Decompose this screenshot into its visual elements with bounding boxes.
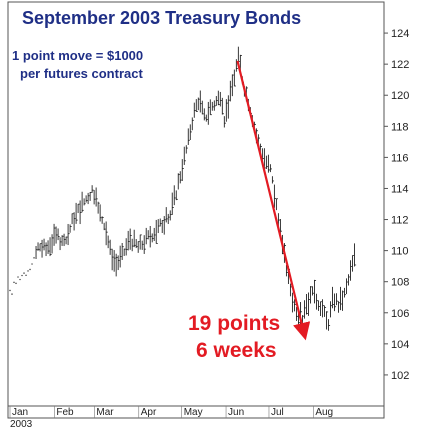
y-tick-label: 114 [391, 183, 409, 195]
plot-area [7, 1, 385, 407]
x-tick-label: Aug [315, 407, 333, 418]
price-dot [29, 268, 31, 271]
y-tick-label: 118 [391, 121, 409, 133]
annotation-points: 19 points [188, 312, 281, 335]
y-tick-label: 104 [391, 339, 409, 351]
tick-layer: 102 104 106 108 110 112 114 116 118 120 122 124 Jan F… [9, 28, 409, 418]
price-dot [17, 276, 19, 278]
price-dot [31, 263, 33, 265]
x-tick-label: Feb [56, 407, 74, 418]
y-tick-label: 112 [391, 215, 409, 227]
price-bars [9, 46, 357, 331]
price-dot [21, 274, 23, 277]
trend-arrow [236, 60, 311, 341]
note-line-1: 1 point move = $1000 [12, 48, 144, 63]
x-tick-label: Jun [228, 407, 244, 418]
x-tick-label: Apr [141, 407, 157, 418]
x-axis-band [7, 405, 385, 419]
note-line-2: per futures contract [20, 66, 143, 81]
price-dot [33, 257, 35, 259]
decline-arrow [236, 60, 311, 341]
price-dot [11, 293, 13, 295]
x-tick-label: Jul [271, 407, 284, 418]
y-tick-label: 116 [391, 152, 409, 164]
year-label: 2003 [10, 419, 33, 430]
chart-title: September 2003 Treasury Bonds [22, 8, 302, 28]
y-tick-label: 102 [391, 370, 409, 382]
y-tick-label: 124 [391, 28, 409, 40]
x-tick-label: Jan [12, 407, 28, 418]
y-tick-label: 122 [391, 59, 409, 71]
price-dot [27, 270, 29, 272]
price-dot [13, 281, 15, 284]
price-dot [9, 289, 11, 292]
y-tick-label: 120 [391, 90, 409, 102]
y-tick-label: 108 [391, 277, 409, 289]
price-dot [15, 282, 17, 285]
price-dot [25, 274, 27, 277]
y-tick-label: 106 [391, 308, 409, 320]
y-tick-label: 110 [391, 246, 409, 258]
price-dot [23, 272, 25, 274]
annotation-duration: 6 weeks [196, 339, 277, 362]
x-tick-label: May [184, 407, 203, 418]
price-dot [19, 278, 21, 281]
x-tick-label: Mar [96, 407, 114, 418]
